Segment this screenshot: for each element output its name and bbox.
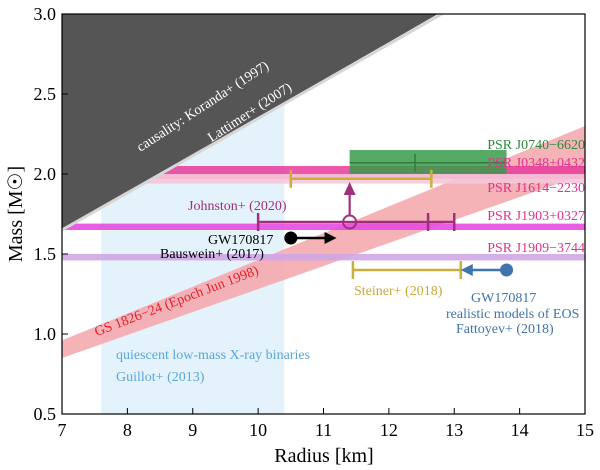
x-tick-label-8: 15 — [576, 420, 594, 440]
x-tick-label-1: 8 — [123, 420, 132, 440]
plot-area — [62, 14, 585, 414]
y-tick-label-0: 0.5 — [34, 404, 57, 424]
qlmxb-label-2: Guillot+ (2013) — [116, 370, 205, 385]
radius-bounds — [256, 169, 514, 279]
x-tick-label-5: 12 — [380, 420, 398, 440]
x-tick-label-2: 9 — [188, 420, 197, 440]
y-axis-title: Mass [M☉] — [5, 166, 27, 262]
j1909-label: PSR J1909−3744 — [487, 241, 585, 256]
johnston-label: Johnston+ (2020) — [188, 199, 287, 214]
x-tick-label-4: 11 — [315, 420, 332, 440]
fattoyev-head — [460, 264, 473, 276]
j0740-label: PSR J0740−6620 — [487, 138, 585, 153]
fattoyev-label-3: Fattoyev+ (2018) — [456, 322, 554, 337]
y-tick-label-2: 1.5 — [34, 244, 57, 264]
j1903-label: PSR J1903+0327 — [487, 209, 585, 224]
bauswein-label-2: Bauswein+ (2017) — [160, 247, 264, 262]
causality-edge — [62, 14, 443, 232]
bauswein-dot — [284, 231, 298, 245]
johnston-arrow-head — [343, 182, 356, 195]
bauswein-label-1: GW170817 — [208, 233, 273, 248]
bauswein-head — [324, 232, 337, 244]
x-tick-label-6: 13 — [445, 420, 463, 440]
y-tick-label-1: 1.0 — [34, 324, 57, 344]
x-tick-label-7: 14 — [511, 420, 529, 440]
y-tick-label-4: 2.5 — [34, 84, 57, 104]
j0348-label: PSR J0348+0432 — [487, 156, 585, 171]
steiner-label: Steiner+ (2018) — [354, 284, 443, 299]
gs1826-band — [62, 126, 585, 358]
x-axis-title: Radius [km] — [274, 445, 373, 467]
fattoyev-dot — [500, 263, 514, 277]
pulsar-band-3 — [62, 223, 585, 230]
qlmxb-label-1: quiescent low-mass X-ray binaries — [116, 348, 310, 363]
y-axis: 0.5 1.0 1.5 2.0 2.5 3.0 — [34, 4, 68, 424]
x-axis: 7 8 9 10 11 12 13 14 15 — [58, 408, 594, 440]
j1614-label: PSR J1614−2230 — [487, 181, 585, 196]
fattoyev-label-2: realistic models of EOS — [446, 307, 579, 322]
x-tick-label-3: 10 — [249, 420, 267, 440]
j0740-box — [349, 150, 507, 174]
y-tick-label-5: 3.0 — [34, 4, 57, 24]
fattoyev-label-1: GW170817 — [471, 291, 536, 306]
x-tick-label-0: 7 — [58, 420, 67, 440]
j0740-box-group — [349, 150, 507, 174]
pulsar-band-4 — [62, 254, 585, 261]
y-tick-label-3: 2.0 — [34, 164, 57, 184]
